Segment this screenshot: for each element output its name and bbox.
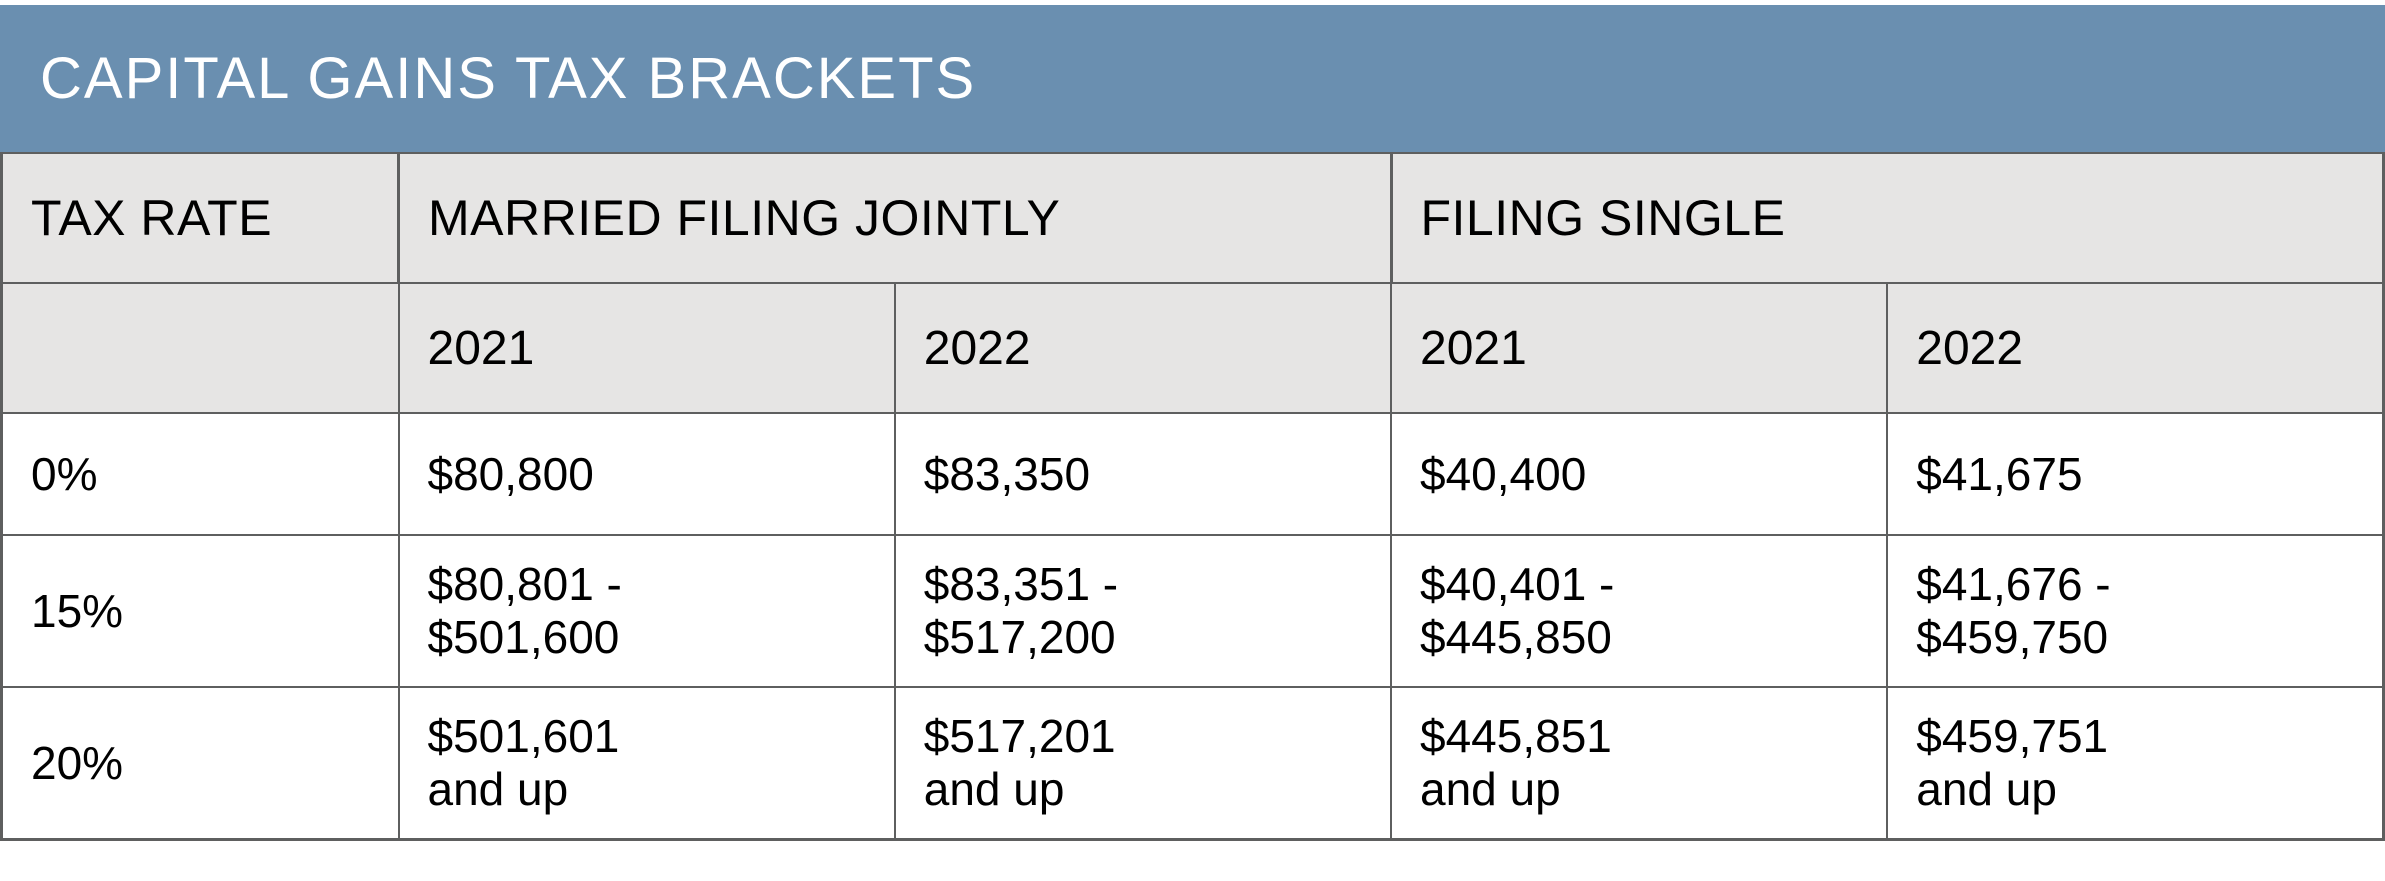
col-header-single: FILING SINGLE [1391, 153, 2384, 283]
tax-brackets-table: TAX RATE MARRIED FILING JOINTLY FILING S… [0, 152, 2385, 841]
col-subheader-mfj-2021: 2021 [399, 283, 895, 413]
col-subheader-single-2022: 2022 [1887, 283, 2383, 413]
table-row: 0% $80,800 $83,350 $40,400 $41,675 [2, 413, 2384, 535]
col-header-mfj: MARRIED FILING JOINTLY [399, 153, 1392, 283]
card-title: CAPITAL GAINS TAX BRACKETS [0, 5, 2385, 152]
col-subheader-blank [2, 283, 399, 413]
cell-value: $80,801 - $501,600 [399, 535, 895, 687]
col-subheader-mfj-2022: 2022 [895, 283, 1391, 413]
cell-value: $41,675 [1887, 413, 2383, 535]
cell-value: $459,751 and up [1887, 687, 2383, 840]
tax-brackets-card: CAPITAL GAINS TAX BRACKETS TAX RATE MARR… [0, 0, 2385, 841]
cell-value: $40,400 [1391, 413, 1887, 535]
cell-rate: 0% [2, 413, 399, 535]
col-subheader-single-2021: 2021 [1391, 283, 1887, 413]
cell-value: $501,601 and up [399, 687, 895, 840]
table-row: 15% $80,801 - $501,600 $83,351 - $517,20… [2, 535, 2384, 687]
cell-value: $83,350 [895, 413, 1391, 535]
table-row: 20% $501,601 and up $517,201 and up $445… [2, 687, 2384, 840]
cell-rate: 15% [2, 535, 399, 687]
cell-value: $80,800 [399, 413, 895, 535]
cell-value: $41,676 - $459,750 [1887, 535, 2383, 687]
col-header-tax-rate: TAX RATE [2, 153, 399, 283]
cell-value: $83,351 - $517,200 [895, 535, 1391, 687]
table-header-row-1: TAX RATE MARRIED FILING JOINTLY FILING S… [2, 153, 2384, 283]
cell-value: $445,851 and up [1391, 687, 1887, 840]
cell-value: $40,401 - $445,850 [1391, 535, 1887, 687]
cell-value: $517,201 and up [895, 687, 1391, 840]
cell-rate: 20% [2, 687, 399, 840]
table-header-row-2: 2021 2022 2021 2022 [2, 283, 2384, 413]
